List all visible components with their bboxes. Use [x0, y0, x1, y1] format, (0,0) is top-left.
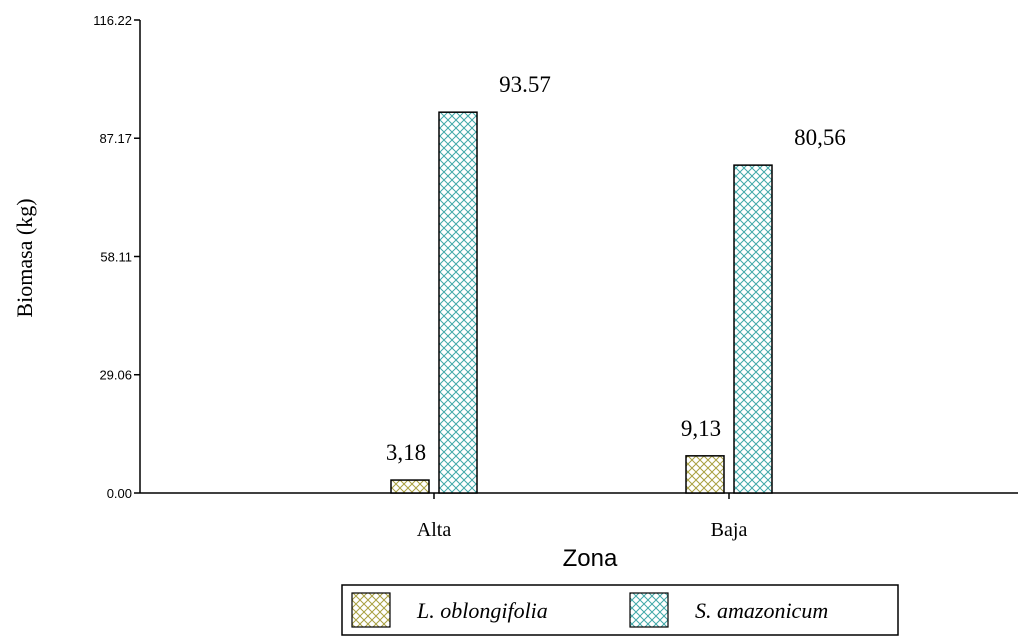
bars: [390, 111, 773, 494]
y-tick-label: 0.00: [107, 486, 132, 501]
y-tick-label: 29.06: [99, 368, 132, 383]
y-axis-label: Biomasa (kg): [12, 198, 37, 317]
data-label: 93.57: [499, 72, 551, 97]
bar-baja-series-1: [733, 164, 773, 494]
x-tick-label: Alta: [417, 519, 452, 541]
data-label: 9,13: [681, 416, 721, 441]
y-tick-label: 116.22: [93, 13, 132, 28]
legend-label: S. amazonicum: [695, 598, 828, 623]
bar-labels: 3,18 93.57 9,13 80,56: [386, 72, 846, 465]
bar-baja-series-0: [685, 455, 725, 494]
legend-swatch: [351, 592, 391, 628]
legend-label: L. oblongifolia: [416, 598, 548, 623]
legend-box: [341, 584, 899, 636]
bar-alta-series-1: [438, 111, 478, 494]
legend: L. oblongifolia S. amazonicum: [341, 584, 899, 636]
x-tick-label: Baja: [711, 519, 748, 541]
y-tick-label: 58.11: [100, 250, 132, 265]
x-axis-label: Zona: [563, 545, 618, 572]
x-axis: Alta Baja: [140, 492, 1018, 541]
y-tick-label: 87.17: [99, 131, 132, 146]
bar-alta-series-0: [390, 479, 430, 494]
y-axis: 0.00 29.06 58.11 87.17 116.22: [93, 13, 141, 501]
data-label: 80,56: [794, 125, 846, 150]
data-label: 3,18: [386, 440, 426, 465]
legend-swatch: [629, 592, 669, 628]
